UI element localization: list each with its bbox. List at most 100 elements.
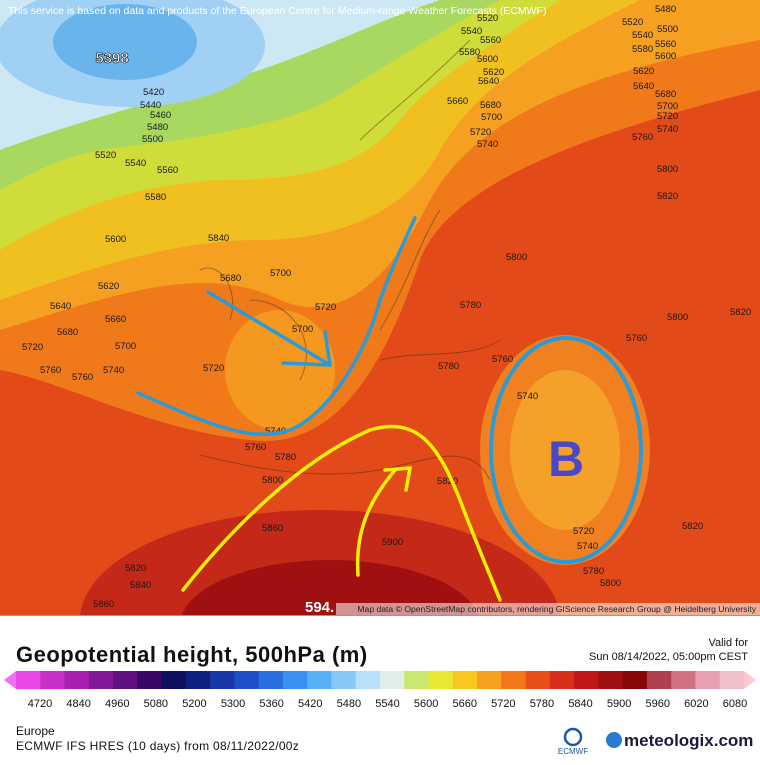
colorbar-tick-label: 5780 [530, 698, 554, 710]
colorbar-tick-label: 5540 [375, 698, 399, 710]
colorbar-segment [622, 671, 648, 689]
colorbar-segment [525, 671, 551, 689]
colorbar-segment [428, 671, 454, 689]
colorbar-tick-label: 5900 [607, 698, 631, 710]
ecmwf-icon [563, 727, 583, 747]
contour-label: 5600 [477, 54, 498, 65]
height-band [181, 560, 479, 615]
contour-label: 5580 [145, 192, 166, 203]
contour-label: 5820 [682, 521, 703, 532]
contour-label: 5820 [657, 191, 678, 202]
contour-label: 5720 [22, 342, 43, 353]
contour-label: 5860 [262, 523, 283, 534]
model-run: ECMWF IFS HRES (10 days) from 08/11/2022… [16, 739, 299, 753]
colorbar-segment [307, 671, 332, 689]
attribution-bg [336, 603, 760, 615]
annotations [136, 216, 643, 602]
colorbar-segment [501, 671, 527, 689]
contour-label: 5900 [382, 537, 403, 548]
colorbar-segment [161, 671, 187, 689]
coastline [199, 39, 501, 481]
contour-label: 5820 [125, 563, 146, 574]
valid-label: Valid for [708, 637, 748, 649]
contour-label: 5760 [245, 442, 266, 453]
flow-arrow [355, 466, 413, 577]
contour-label: 5780 [275, 452, 296, 463]
contour-label: 5640 [633, 81, 654, 92]
contour-label: 5720 [203, 363, 224, 374]
colorbar-tick-label: 5720 [491, 698, 515, 710]
contour-label: 5620 [633, 66, 654, 77]
contour-label: 5760 [626, 333, 647, 344]
contour-label: 5600 [655, 51, 676, 62]
colorbar-segment [258, 671, 284, 689]
contour-label: 5580 [632, 44, 653, 55]
colorbar-segment [549, 671, 575, 689]
contour-label: 5520 [95, 150, 116, 161]
contour-label: 5620 [483, 67, 504, 78]
contour-label: 5740 [477, 139, 498, 150]
contour-label: 5800 [667, 312, 688, 323]
colorbar-tick-label: 5660 [452, 698, 476, 710]
contour-label: 5800 [657, 164, 678, 175]
contour-label: 5740 [265, 426, 286, 437]
height-band [80, 510, 560, 615]
height-band [53, 4, 197, 80]
colorbar-segment [282, 671, 308, 689]
flow-arrow [206, 290, 332, 367]
low-label: 5398 [95, 50, 128, 67]
contour-label: 5860 [93, 599, 114, 610]
contour-label: 5560 [655, 39, 676, 50]
colorbar-segment [695, 671, 721, 689]
colorbar-tick-label: 4840 [66, 698, 90, 710]
contour-label: 5740 [103, 365, 124, 376]
colorbar-tick-label: 5080 [144, 698, 168, 710]
colorbar-tick-label: 5300 [221, 698, 245, 710]
contour-label: 5440 [140, 100, 161, 111]
trough-line [136, 216, 417, 437]
contour-label: 5540 [632, 30, 653, 41]
contour-label: 5700 [270, 268, 291, 279]
colorbar-tick-label: 5840 [568, 698, 592, 710]
valid-time: Sun 08/14/2022, 05:00pm CEST [589, 651, 748, 663]
contour-label: 5580 [459, 47, 480, 58]
contour-label: 5680 [655, 89, 676, 100]
contour-labels: 5420544054605480550055205540556055805600… [22, 4, 751, 610]
contour-label: 5780 [583, 566, 604, 577]
contour-label: 5540 [125, 158, 146, 169]
contour-label: 5480 [655, 4, 676, 15]
notice: This service is based on data and produc… [8, 5, 546, 17]
brand-icon [606, 732, 622, 748]
contour-label: 5700 [657, 101, 678, 112]
contour-label: 5640 [478, 76, 499, 87]
colorbar-segment [210, 671, 235, 689]
contour-label: 5840 [130, 580, 151, 591]
colorbar-tick-label: 5200 [182, 698, 206, 710]
contour-label: 5480 [147, 122, 168, 133]
annotation-label: B [548, 431, 584, 487]
brand: meteologix.com [624, 731, 753, 750]
contour-label: 5500 [657, 24, 678, 35]
colorbar-tick-label: 6020 [684, 698, 708, 710]
contour-label: 5500 [142, 134, 163, 145]
colorbar-segment [185, 671, 211, 689]
colorbar-tick-label: 6080 [723, 698, 747, 710]
contour-label: 5520 [477, 13, 498, 24]
contour-label: 5740 [577, 541, 598, 552]
legend-title: Geopotential height, 500hPa (m) [16, 642, 368, 667]
contour-label: 5540 [461, 26, 482, 37]
contour-label: 5740 [517, 391, 538, 402]
contour-label: 5660 [447, 96, 468, 107]
contour-label: 5560 [480, 35, 501, 46]
contour-label: 5640 [50, 301, 71, 312]
height-band [225, 310, 335, 430]
contour-label: 5820 [437, 476, 458, 487]
colorbar: 4720 4840 4960 5080 5200 5300 5360 5420 5480 5540… [4, 671, 756, 710]
contour-label: 5720 [657, 111, 678, 122]
contour-label: 5800 [262, 475, 283, 486]
colorbar-segment [477, 671, 502, 689]
contour-label: 5680 [220, 273, 241, 284]
contour-label: 5720 [315, 302, 336, 313]
contour-label: 5700 [115, 341, 136, 352]
